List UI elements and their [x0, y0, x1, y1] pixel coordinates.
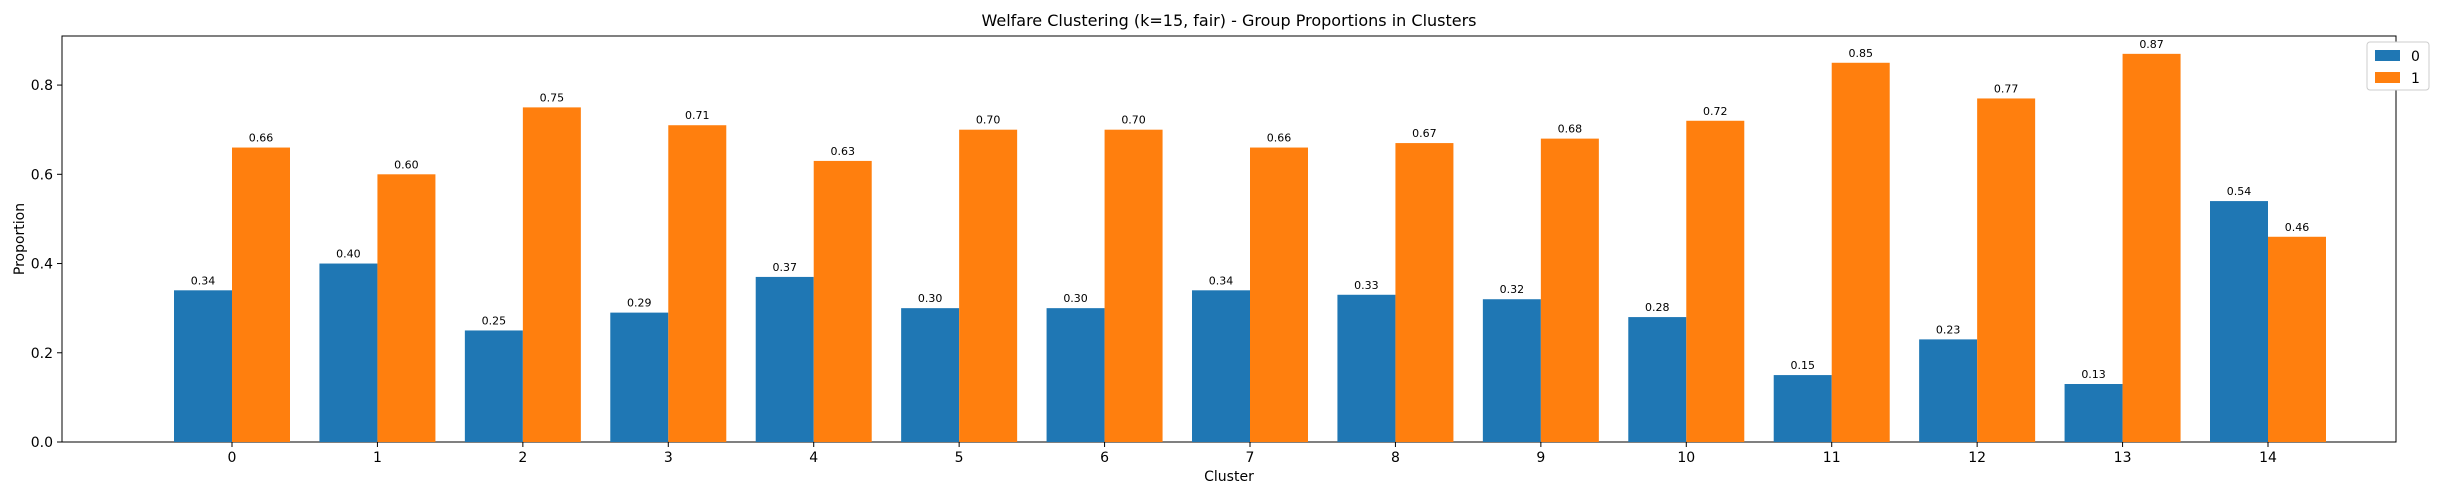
data-label-s0-c14: 0.54: [2227, 185, 2252, 198]
data-label-s1-c11: 0.85: [1848, 47, 1873, 60]
bar-s0-c6: [1046, 308, 1105, 442]
x-tick-label-5: 5: [955, 450, 964, 466]
data-label-s0-c3: 0.29: [627, 297, 652, 310]
bar-s0-c4: [755, 276, 814, 442]
x-tick-label-0: 0: [228, 450, 237, 466]
bar-s0-c2: [464, 330, 523, 442]
x-tick-label-1: 1: [373, 450, 382, 466]
bar-s1-c8: [1395, 143, 1454, 443]
bar-s0-c13: [2064, 384, 2123, 442]
bar-s1-c7: [1250, 147, 1308, 443]
data-label-s1-c14: 0.46: [2285, 221, 2310, 234]
bar-s1-c12: [1977, 98, 2036, 442]
bar-s0-c11: [1773, 375, 1832, 442]
x-tick-label-11: 11: [1823, 450, 1841, 466]
bar-s0-c14: [2210, 201, 2268, 442]
legend-label-1: 1: [2411, 71, 2420, 87]
y-tick-label-3: 0.6: [31, 167, 53, 183]
data-label-s0-c9: 0.32: [1500, 283, 1525, 296]
bar-s1-c13: [2122, 53, 2181, 442]
x-tick-label-8: 8: [1391, 450, 1400, 466]
legend-label-0: 0: [2411, 49, 2420, 65]
data-label-s0-c5: 0.30: [918, 292, 943, 305]
data-label-s1-c10: 0.72: [1703, 105, 1728, 118]
bar-s1-c0: [232, 147, 290, 443]
data-label-s0-c8: 0.33: [1354, 279, 1379, 292]
data-label-s1-c9: 0.68: [1558, 123, 1583, 136]
data-label-s1-c13: 0.87: [2139, 38, 2164, 51]
bar-s1-c4: [813, 160, 872, 442]
x-tick-label-9: 9: [1536, 450, 1545, 466]
bar-s1-c3: [668, 125, 727, 442]
bar-s0-c12: [1919, 339, 1978, 442]
bar-s0-c0: [174, 290, 232, 442]
legend-swatch-0: [2375, 50, 2400, 61]
data-label-s0-c11: 0.15: [1790, 359, 1815, 372]
data-label-s1-c1: 0.60: [394, 158, 419, 171]
data-label-s1-c7: 0.66: [1267, 132, 1292, 145]
bar-s0-c1: [319, 263, 378, 442]
y-tick-label-2: 0.4: [31, 257, 53, 273]
bar-s0-c9: [1482, 299, 1541, 442]
y-tick-label-4: 0.8: [31, 78, 53, 94]
bar-s1-c1: [377, 174, 436, 443]
bar-s1-c11: [1831, 62, 1890, 443]
bar-s0-c5: [901, 308, 960, 442]
bar-s1-c5: [959, 129, 1018, 442]
bar-s1-c6: [1104, 129, 1163, 442]
data-label-s0-c12: 0.23: [1936, 323, 1961, 336]
chart-title: Welfare Clustering (k=15, fair) - Group …: [981, 11, 1476, 30]
y-tick-label-1: 0.2: [31, 346, 53, 362]
data-label-s1-c4: 0.63: [830, 145, 855, 158]
bar-s0-c7: [1192, 290, 1250, 442]
x-tick-label-14: 14: [2259, 450, 2277, 466]
data-label-s1-c6: 0.70: [1121, 114, 1146, 127]
y-tick-label-0: 0.0: [31, 435, 53, 451]
x-tick-label-6: 6: [1100, 450, 1109, 466]
legend-swatch-1: [2375, 72, 2400, 83]
bar-s1-c9: [1540, 138, 1599, 442]
x-tick-label-2: 2: [518, 450, 527, 466]
x-tick-label-12: 12: [1968, 450, 1986, 466]
data-label-s0-c4: 0.37: [772, 261, 797, 274]
data-label-s0-c10: 0.28: [1645, 301, 1670, 314]
data-label-s0-c1: 0.40: [336, 248, 361, 261]
data-label-s0-c0: 0.34: [191, 274, 216, 287]
x-tick-label-10: 10: [1677, 450, 1695, 466]
data-label-s1-c2: 0.75: [540, 91, 565, 104]
x-tick-label-3: 3: [664, 450, 673, 466]
data-label-s0-c7: 0.34: [1209, 274, 1234, 287]
data-label-s1-c12: 0.77: [1994, 82, 2019, 95]
bar-s0-c10: [1628, 317, 1687, 442]
x-tick-label-13: 13: [2114, 450, 2132, 466]
x-tick-label-7: 7: [1246, 450, 1255, 466]
y-axis-label: Proportion: [12, 203, 28, 275]
bar-s1-c10: [1686, 120, 1745, 443]
data-label-s0-c2: 0.25: [482, 314, 507, 327]
data-label-s1-c5: 0.70: [976, 114, 1001, 127]
data-label-s1-c8: 0.67: [1412, 127, 1437, 140]
bar-s1-c14: [2268, 236, 2326, 442]
bar-s0-c3: [610, 312, 669, 442]
data-label-s0-c6: 0.30: [1063, 292, 1088, 305]
x-tick-label-4: 4: [809, 450, 818, 466]
x-axis-label: Cluster: [1204, 469, 1254, 485]
data-label-s1-c3: 0.71: [685, 109, 710, 122]
bar-s0-c8: [1337, 294, 1396, 442]
data-label-s1-c0: 0.66: [249, 132, 274, 145]
data-label-s0-c13: 0.13: [2081, 368, 2106, 381]
bar-s1-c2: [522, 107, 581, 442]
